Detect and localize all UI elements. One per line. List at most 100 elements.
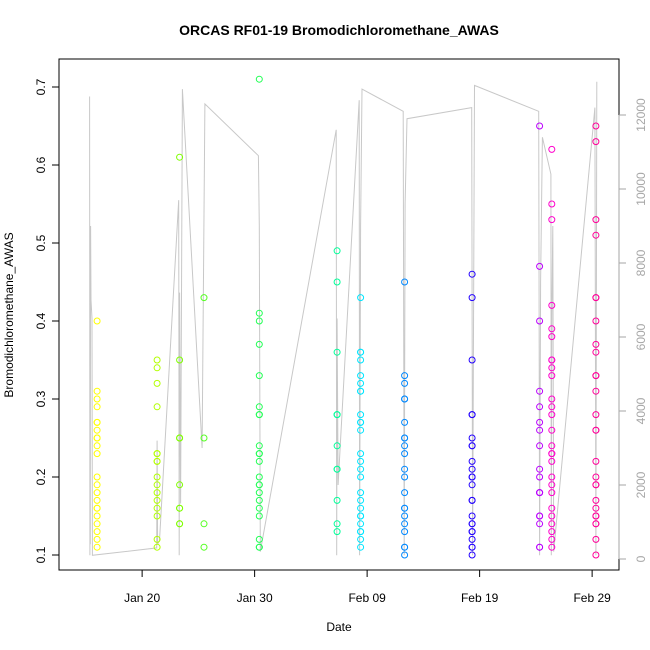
data-point <box>592 231 600 239</box>
data-point <box>468 496 476 504</box>
x-tick-label: Jan 20 <box>124 591 160 605</box>
data-point <box>401 442 409 450</box>
altitude-line <box>89 81 598 556</box>
data-point <box>153 535 161 543</box>
data-point <box>548 450 556 458</box>
data-point <box>93 403 101 411</box>
data-point <box>93 442 101 450</box>
data-point <box>592 216 600 224</box>
series-10 <box>548 145 556 551</box>
data-point <box>357 426 365 434</box>
data-point <box>153 403 161 411</box>
data-point <box>255 535 263 543</box>
data-point <box>536 442 544 450</box>
data-point <box>255 372 263 380</box>
data-point <box>592 138 600 146</box>
data-point <box>468 543 476 551</box>
data-point <box>357 387 365 395</box>
data-point <box>401 434 409 442</box>
data-point <box>592 535 600 543</box>
data-point <box>536 426 544 434</box>
data-point <box>592 481 600 489</box>
data-point <box>592 411 600 419</box>
data-point <box>176 520 184 528</box>
data-point <box>468 473 476 481</box>
data-point <box>333 278 341 286</box>
data-point <box>93 426 101 434</box>
data-point <box>548 356 556 364</box>
series-8 <box>468 270 476 559</box>
data-point <box>401 372 409 380</box>
series-3 <box>200 294 208 551</box>
data-point <box>357 543 365 551</box>
data-point <box>255 340 263 348</box>
data-point <box>592 372 600 380</box>
data-point <box>255 481 263 489</box>
data-point <box>153 473 161 481</box>
data-point <box>548 535 556 543</box>
data-point <box>592 520 600 528</box>
series-9 <box>536 122 544 551</box>
data-point <box>536 317 544 325</box>
data-point <box>93 418 101 426</box>
data-point <box>548 364 556 372</box>
altitude-line-layer <box>89 81 598 556</box>
data-point <box>536 512 544 520</box>
data-point <box>401 395 409 403</box>
data-point <box>468 434 476 442</box>
data-point <box>153 356 161 364</box>
data-point <box>401 489 409 497</box>
y2-tick-label: 12000 <box>634 98 648 132</box>
data-point <box>548 325 556 333</box>
data-point <box>333 465 341 473</box>
data-point <box>357 528 365 536</box>
data-point <box>536 473 544 481</box>
plot-frame <box>58 58 620 571</box>
data-point <box>333 496 341 504</box>
data-point <box>468 528 476 536</box>
data-point <box>357 512 365 520</box>
y-axis: 0.1 0.2 0.3 0.4 0.5 0.6 0.7 <box>34 78 60 563</box>
data-point <box>93 317 101 325</box>
data-point <box>153 496 161 504</box>
data-point <box>153 512 161 520</box>
data-point <box>401 379 409 387</box>
data-point <box>548 426 556 434</box>
data-point <box>548 528 556 536</box>
data-point <box>255 411 263 419</box>
data-point <box>357 418 365 426</box>
data-point <box>468 481 476 489</box>
data-point <box>93 450 101 458</box>
data-point <box>93 481 101 489</box>
data-point <box>548 395 556 403</box>
data-point <box>548 457 556 465</box>
y-axis-label: Bromodichloromethane_AWAS <box>2 232 16 397</box>
data-point <box>93 473 101 481</box>
data-point <box>536 387 544 395</box>
chart-title: ORCAS RF01-19 Bromodichloromethane_AWAS <box>179 22 499 38</box>
data-point <box>200 543 208 551</box>
data-point <box>357 450 365 458</box>
x-tick-label: Feb 09 <box>348 591 386 605</box>
data-point <box>176 481 184 489</box>
y2-tick-label: 2000 <box>634 471 648 498</box>
data-point <box>93 528 101 536</box>
data-point <box>536 489 544 497</box>
data-point <box>468 270 476 278</box>
data-point <box>255 489 263 497</box>
data-point <box>468 411 476 419</box>
data-point <box>401 418 409 426</box>
data-point <box>93 489 101 497</box>
data-point <box>93 543 101 551</box>
data-point <box>357 465 365 473</box>
data-point <box>333 520 341 528</box>
data-point <box>548 473 556 481</box>
series-2 <box>176 153 184 528</box>
data-point <box>548 145 556 153</box>
data-point <box>548 372 556 380</box>
data-point <box>401 512 409 520</box>
data-point <box>536 122 544 130</box>
data-point <box>548 512 556 520</box>
data-point <box>592 294 600 302</box>
